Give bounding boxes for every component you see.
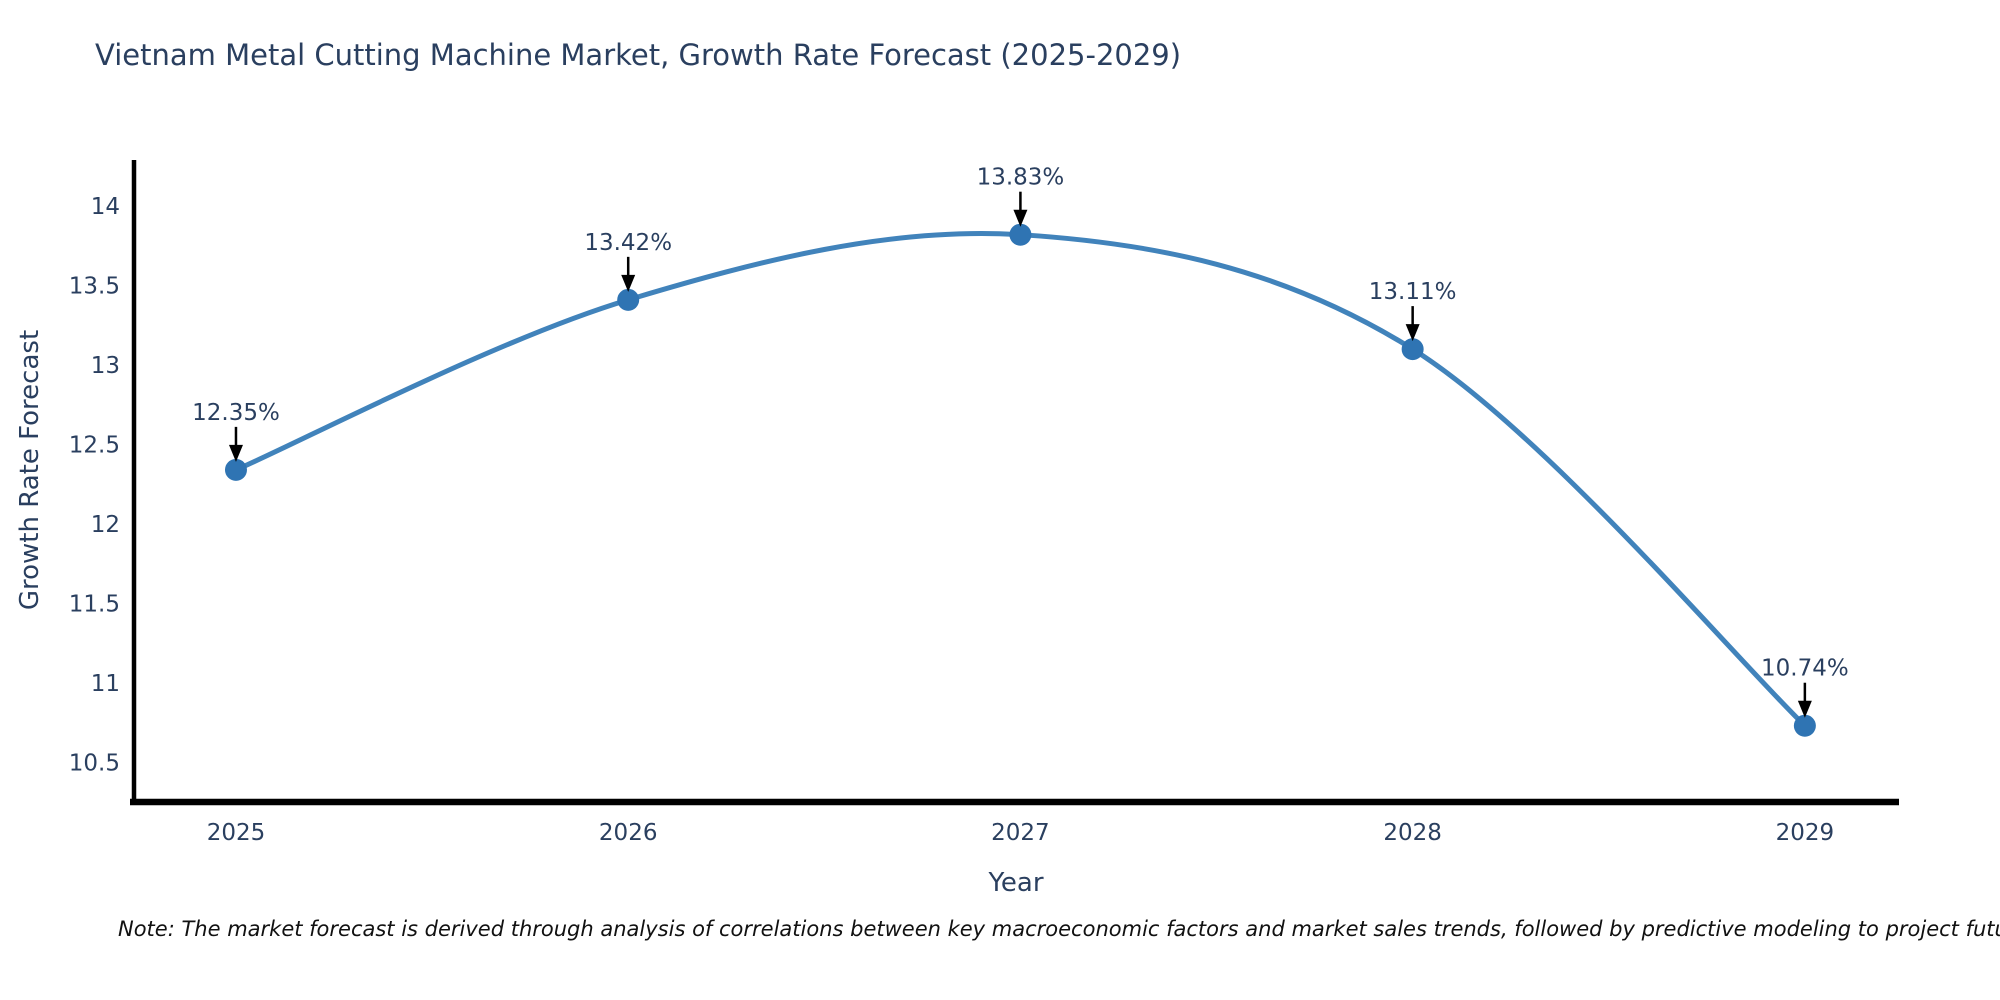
y-tick-label: 13: [91, 353, 120, 379]
y-tick-label: 10.5: [69, 750, 120, 776]
y-tick-label: 11: [91, 671, 120, 697]
x-tick-label: 2028: [1383, 820, 1442, 846]
data-point-marker: [1009, 223, 1032, 246]
annotation-arrowhead-icon: [228, 444, 243, 462]
y-tick-label: 13.5: [69, 274, 120, 300]
x-tick-label: 2025: [207, 820, 266, 846]
data-point-marker: [617, 288, 640, 311]
x-tick-label: 2026: [599, 820, 658, 846]
y-tick-label: 14: [91, 194, 120, 220]
data-point-marker: [1793, 714, 1816, 737]
chart-title: Vietnam Metal Cutting Machine Market, Gr…: [95, 38, 1182, 72]
point-value-label: 13.11%: [1369, 279, 1457, 305]
x-tick-label: 2027: [991, 820, 1050, 846]
y-tick-label: 11.5: [69, 591, 120, 617]
data-point-marker: [1401, 338, 1424, 361]
point-value-label: 10.74%: [1761, 656, 1849, 682]
x-tick-label: 2029: [1776, 820, 1835, 846]
footnote-text: Note: The market forecast is derived thr…: [118, 917, 2000, 941]
annotation-arrowhead-icon: [1013, 209, 1028, 227]
y-tick-label: 12.5: [69, 433, 120, 459]
point-value-label: 13.83%: [977, 165, 1065, 191]
point-value-label: 12.35%: [192, 400, 280, 426]
annotation-arrowhead-icon: [621, 274, 636, 292]
point-value-label: 13.42%: [584, 230, 672, 256]
data-point-marker: [224, 458, 247, 481]
annotation-arrowhead-icon: [1797, 700, 1812, 718]
x-axis-title: Year: [988, 868, 1044, 898]
y-tick-label: 12: [91, 512, 120, 538]
forecast-line: [233, 230, 1808, 729]
annotation-arrowhead-icon: [1405, 324, 1420, 342]
